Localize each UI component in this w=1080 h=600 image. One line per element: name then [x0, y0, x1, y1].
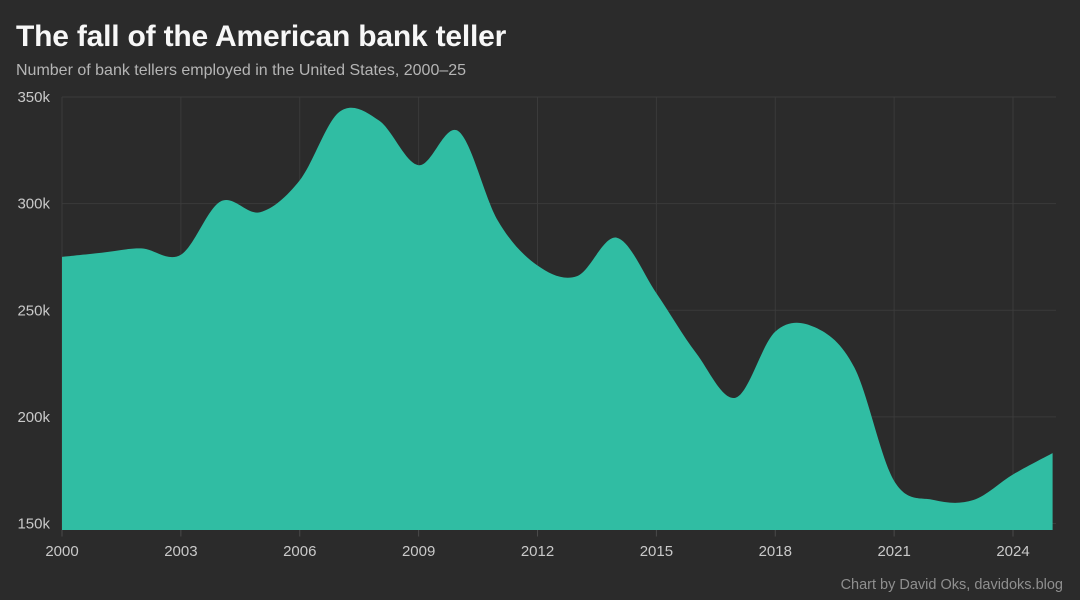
area-series-bank-tellers	[62, 107, 1053, 530]
x-tick-label: 2000	[45, 543, 78, 560]
x-tick-label: 2003	[164, 543, 197, 560]
y-tick-label: 250k	[17, 302, 50, 319]
x-axis-tick-marks	[61, 530, 1014, 537]
x-tick-label: 2021	[877, 543, 910, 560]
x-tick-label: 2024	[996, 543, 1029, 560]
page-title: The fall of the American bank teller	[16, 20, 507, 53]
x-axis-labels: 2000 2003 2006 2009 2012 2015 2018 2021 2024	[45, 543, 1029, 560]
y-tick-label: 200k	[17, 409, 50, 426]
x-tick-label: 2012	[521, 543, 554, 560]
x-tick-label: 2006	[283, 543, 316, 560]
x-tick-label: 2009	[402, 543, 435, 560]
y-axis-labels: 150k 200k 250k 300k 350k	[17, 89, 50, 533]
chart-header: The fall of the American bank teller Num…	[16, 20, 506, 80]
y-tick-label: 300k	[17, 196, 50, 213]
page-subtitle: Number of bank tellers employed in the U…	[16, 61, 467, 79]
y-tick-label: 350k	[17, 89, 50, 106]
x-tick-label: 2015	[640, 543, 673, 560]
chart-credit: Chart by David Oks, davidoks.blog	[840, 577, 1063, 593]
x-tick-label: 2018	[759, 543, 792, 560]
y-tick-label: 150k	[17, 516, 50, 533]
